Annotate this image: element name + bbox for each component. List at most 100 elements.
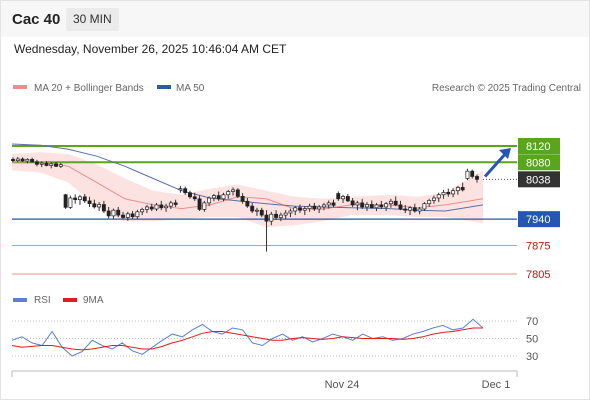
candle-body [465,170,470,179]
candle-body [455,187,460,192]
candle-body [431,197,436,201]
candle-body [183,188,188,194]
candle-body [73,197,78,200]
timeframe-badge[interactable]: 30 MIN [66,8,119,31]
candle-body [245,200,250,207]
candle-body [202,202,207,210]
candle-body [188,192,192,198]
resistance-tag [518,138,560,154]
ma50-legend-swatch [157,85,171,89]
candle-body [408,207,412,211]
candle-body [130,213,135,218]
candle-body [312,205,317,210]
rsi-tick-label: 50 [526,334,538,346]
candle-body [360,202,365,208]
candle-body [422,203,427,210]
pivot-label: 7940 [526,214,550,226]
candle-body [451,190,456,195]
candle-body [446,191,451,195]
candle-body [63,194,68,208]
candle-body [49,163,54,166]
price-panel: 8120 8080 8038 7940 7875 7805 [11,138,560,281]
candle-body [178,188,183,191]
candle-body [164,205,169,209]
candle-body [341,196,346,200]
candle-body [264,214,269,222]
candle-body [216,195,221,200]
resistance-tag [518,154,560,171]
candle-body [144,206,149,210]
candle-body [106,210,111,217]
support-label: 7875 [526,241,550,253]
candle-body [231,189,235,192]
candle-body [78,196,82,200]
resistance-label: 8080 [526,157,550,169]
candle-body [250,205,255,212]
candle-body [427,200,432,205]
candle-body [321,204,326,208]
candle-body [125,213,130,218]
candle-body [302,208,307,211]
candle-body [259,209,264,216]
candle-body [111,209,116,217]
rsi-ma-line [11,327,483,351]
candle-body [20,158,25,162]
candle-body [140,209,145,213]
ma20-legend-label: MA 20 + Bollinger Bands [34,83,144,94]
rsi-legend-label: RSI [34,295,51,306]
projection-arrow [483,150,509,178]
candle-body [369,204,374,209]
candle-body [154,204,159,210]
candle-body [211,195,216,199]
rsi-legend-swatch [13,298,27,302]
candle-body [475,176,479,180]
ma9-legend-label: 9MA [83,295,104,306]
candle-body [460,187,465,191]
candle-body [197,198,202,210]
resistance-label: 8120 [526,141,550,153]
timestamp: Wednesday, November 26, 2025 10:46:04 AM… [14,42,287,56]
candle-body [58,164,63,167]
candle-body [365,204,369,208]
candle-body [288,210,293,214]
candle-body [25,159,30,162]
candle-body [68,197,73,208]
candle-body [269,213,274,222]
projection-arrowhead [499,148,511,159]
candle-body [240,196,245,202]
candle-body [388,200,393,205]
candle-body [417,208,422,212]
candle-body [298,207,302,211]
rsi-tick-label: 70 [526,316,538,328]
candle-body [159,204,164,209]
last-price-tag [518,171,560,188]
candle-body [116,209,121,216]
candle-body [307,205,312,209]
candle-body [345,196,350,202]
candle-body [317,206,322,210]
candle-body [135,211,140,218]
candle-body [149,206,154,210]
candle-body [274,213,279,218]
candle-body [39,162,44,165]
candle-body [412,207,417,212]
last-price-label: 8038 [526,174,550,186]
candle-body [34,161,39,165]
rsi-panel: 70 50 30 [11,316,538,363]
candle-body [97,204,102,208]
candle-body [221,194,226,200]
candle-body [403,208,408,211]
candle-body [293,207,298,212]
candle-body [54,163,59,167]
candle-body [283,212,288,216]
candle-body [226,191,231,196]
bollinger-band [12,152,483,228]
candle-body [101,204,106,212]
candle-body [255,209,259,212]
candle-body [121,214,125,218]
ma50-legend-label: MA 50 [176,83,205,94]
candle-body [374,204,379,209]
candle-body [336,193,341,200]
